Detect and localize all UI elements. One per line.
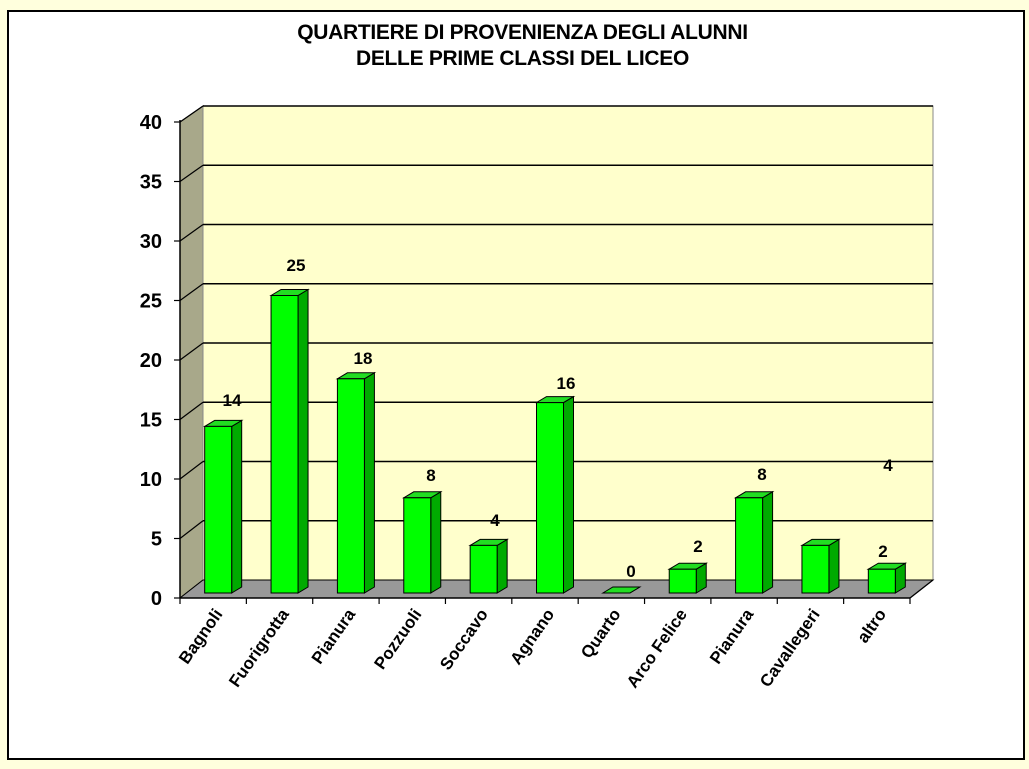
bar-side xyxy=(762,490,774,594)
x-category-label: Fuorigrotta xyxy=(225,605,293,691)
bar-top xyxy=(601,586,642,594)
bar-front xyxy=(204,425,233,594)
y-tick-label: 0 xyxy=(151,588,162,610)
x-category-label: Pianura xyxy=(308,605,360,667)
gridline-side xyxy=(179,105,204,123)
bar-pianura xyxy=(335,371,377,594)
y-tick-label: 25 xyxy=(140,291,162,313)
x-category-label: Agnano xyxy=(506,605,558,668)
bar-side xyxy=(231,419,243,594)
x-category-label: Cavallegeri xyxy=(756,605,824,690)
bar-front xyxy=(469,544,498,594)
data-label: 8 xyxy=(757,465,766,484)
gridline-side xyxy=(179,401,204,420)
y-tick-label: 5 xyxy=(151,529,162,551)
y-tick-label: 20 xyxy=(140,350,162,372)
data-labels: 14 25 18 8 4 16 0 2 8 4 2 xyxy=(223,256,894,581)
bar-side xyxy=(363,371,375,594)
data-label: 8 xyxy=(426,466,435,485)
data-label: 14 xyxy=(223,391,242,410)
bar-pozzuoli xyxy=(401,490,443,594)
bar-pianura xyxy=(733,490,775,594)
y-tick-label: 15 xyxy=(140,410,162,432)
bar-front xyxy=(801,544,830,594)
y-tick-label: 35 xyxy=(140,172,162,194)
data-label: 0 xyxy=(626,562,635,581)
bar-front xyxy=(735,497,764,594)
gridline-side xyxy=(179,342,204,361)
bars xyxy=(202,288,908,594)
bar-front xyxy=(867,568,896,594)
gridline-side xyxy=(179,283,204,301)
bar-fuorigrotta xyxy=(269,288,310,594)
data-label: 18 xyxy=(354,349,373,368)
y-axis: 0 5 10 15 20 25 30 35 40 xyxy=(140,112,181,610)
data-label: 2 xyxy=(693,537,702,556)
data-label: 2 xyxy=(878,542,887,561)
bar-front xyxy=(336,378,365,594)
y-tick-label: 40 xyxy=(140,112,162,134)
x-category-label: Pianura xyxy=(706,605,758,667)
chart-title: QUARTIERE DI PROVENIENZA DEGLI ALUNNI DE… xyxy=(0,20,1029,72)
data-label: 4 xyxy=(883,456,893,475)
data-label: 16 xyxy=(557,374,576,393)
x-category-label: Arco Felice xyxy=(623,605,691,691)
y-tick-label: 10 xyxy=(140,469,162,491)
bar-cavallegeri xyxy=(800,538,841,594)
gridline-side xyxy=(179,461,204,480)
gridline-side xyxy=(179,224,204,242)
x-category-label: Pozzuoli xyxy=(370,605,425,672)
chart-title-line-2: DELLE PRIME CLASSI DEL LICEO xyxy=(355,47,690,70)
chart-title-line-1: QUARTIERE DI PROVENIENZA DEGLI ALUNNI xyxy=(297,21,748,44)
bar-front xyxy=(668,568,697,594)
x-category-label: altro xyxy=(853,605,890,646)
bar-bagnoli xyxy=(202,419,244,594)
bar-side xyxy=(828,538,840,594)
bar-front xyxy=(536,402,564,594)
data-label: 4 xyxy=(490,511,500,530)
data-label: 25 xyxy=(287,256,306,275)
bar-side xyxy=(563,395,574,594)
x-category-label: Soccavo xyxy=(436,605,492,673)
bar-quarto xyxy=(601,586,642,594)
x-category-label: Bagnoli xyxy=(175,605,226,667)
bar-agnano xyxy=(534,395,576,594)
bar-side xyxy=(430,490,442,594)
gridline-side xyxy=(179,164,204,182)
bar-altro xyxy=(866,562,908,594)
bar-side xyxy=(297,288,309,594)
bar-front xyxy=(403,497,432,594)
gridline-side xyxy=(179,520,204,539)
x-axis-depth xyxy=(909,579,934,599)
bar-arco-felice xyxy=(667,562,709,594)
y-tick-label: 30 xyxy=(140,231,162,253)
bar-soccavo xyxy=(468,538,509,594)
bar-front xyxy=(270,295,299,594)
bar-side xyxy=(496,538,508,594)
x-category-label: Quarto xyxy=(577,605,625,662)
